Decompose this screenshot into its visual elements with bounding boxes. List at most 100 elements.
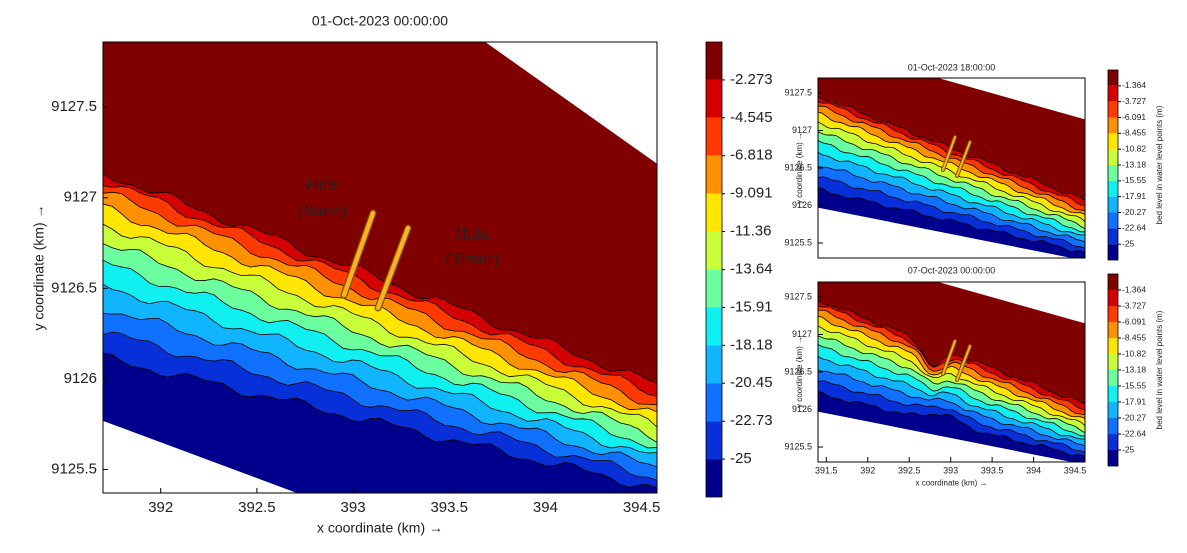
colorbar-tick-label: -25 xyxy=(730,450,752,467)
contour-line xyxy=(818,101,1085,207)
x-tick-label: 394.5 xyxy=(1064,465,1087,475)
contour-line xyxy=(818,105,1085,211)
y-tick-label: 9126.5 xyxy=(51,279,97,296)
colorbar-tick-label: -22.73 xyxy=(730,412,773,429)
contour-line xyxy=(818,140,1085,233)
groin xyxy=(341,210,376,298)
y-tick-label: 9126.5 xyxy=(784,162,812,172)
colorbar-box xyxy=(1108,434,1118,451)
colorbar-box xyxy=(1108,133,1118,150)
contour-band xyxy=(103,42,657,383)
contour-line xyxy=(818,315,1085,419)
x-tick-label: 392 xyxy=(860,465,875,475)
plot-area xyxy=(103,42,657,493)
domain-mask xyxy=(938,78,1085,120)
colorbar-box xyxy=(706,383,722,422)
groin xyxy=(956,345,971,381)
contour-line xyxy=(818,152,1085,236)
colorbar-tick-label: -3.727 xyxy=(1122,96,1146,106)
colorbar-box xyxy=(1108,418,1118,435)
annotation: Hilir xyxy=(306,175,338,194)
y-tick-label: 9127 xyxy=(792,125,812,135)
contour-line xyxy=(818,309,1085,415)
contour-line xyxy=(103,313,657,468)
contour-line xyxy=(103,352,657,488)
y-tick-label: 9127.5 xyxy=(51,98,97,115)
y-tick-label: 9125.5 xyxy=(784,237,812,247)
colorbar-box xyxy=(1108,196,1118,213)
colorbar-tick-label: -25 xyxy=(1122,238,1135,248)
x-tick-label: 393 xyxy=(341,499,366,516)
colorbar-box xyxy=(1108,322,1118,339)
colorbar-box xyxy=(1108,212,1118,229)
contour-line xyxy=(103,259,657,449)
colorbar-tick-label: -20.27 xyxy=(1122,207,1146,217)
colorbar-box xyxy=(1108,274,1118,291)
domain-mask xyxy=(938,282,1085,324)
colorbar-tick-label: -25 xyxy=(1122,444,1135,454)
colorbar-box xyxy=(706,42,722,80)
colorbar-box xyxy=(706,459,722,497)
contour-line xyxy=(818,111,1085,215)
x-tick-label: 393.5 xyxy=(430,499,468,516)
colorbar-tick-label: -20.45 xyxy=(730,374,773,391)
contour-line xyxy=(818,335,1085,434)
x-tick-label: 394.5 xyxy=(623,499,661,516)
colorbar-tick-label: -8.455 xyxy=(1122,332,1146,342)
groin xyxy=(375,225,411,311)
chart-title: 07-Oct-2023 00:00:00 xyxy=(908,265,996,275)
colorbar-tick-label: -10.82 xyxy=(1122,348,1146,358)
colorbar-tick-label: -6.818 xyxy=(730,147,773,164)
domain-mask xyxy=(103,420,297,493)
contour-line xyxy=(103,283,657,454)
contour-line xyxy=(103,223,657,428)
chart-title: 01-Oct-2023 00:00:00 xyxy=(312,13,448,29)
annotation: Hulu xyxy=(455,224,490,243)
x-axis-label: x coordinate (km) → xyxy=(915,479,987,488)
x-axis-label: x coordinate (km) → xyxy=(317,520,443,536)
colorbar-box xyxy=(1108,149,1118,165)
colorbar-box xyxy=(1108,85,1118,102)
contour-line xyxy=(818,131,1085,230)
colorbar-box xyxy=(1108,354,1118,370)
colorbar-box xyxy=(1108,165,1118,181)
colorbar-tick-label: -13.18 xyxy=(1122,159,1146,169)
contour-line xyxy=(103,331,657,481)
y-tick-label: 9126 xyxy=(792,200,812,210)
groin xyxy=(942,340,956,375)
y-tick-label: 9126 xyxy=(792,404,812,414)
colorbar-box xyxy=(1108,117,1118,134)
colorbar-tick-label: -10.82 xyxy=(1122,143,1146,153)
colorbar-tick-label: -15.91 xyxy=(730,298,773,315)
x-tick-label: 393.5 xyxy=(981,465,1004,475)
colorbar-tick-label: -15.55 xyxy=(1122,175,1146,185)
colorbar-box xyxy=(706,117,722,156)
colorbar-label: bed level in water level points (m) xyxy=(1155,310,1164,429)
colorbar-box xyxy=(1108,306,1118,323)
y-axis-label: y coordinate (km) → xyxy=(31,204,47,330)
colorbar-box xyxy=(1108,370,1118,387)
colorbar-tick-label: -1.364 xyxy=(1122,80,1146,90)
colorbar-tick-label: -2.273 xyxy=(730,71,773,88)
contour-line xyxy=(103,243,657,443)
colorbar-box xyxy=(706,193,722,232)
domain-mask xyxy=(485,42,657,164)
colorbar-tick-label: -4.545 xyxy=(730,109,773,126)
contour-band xyxy=(818,282,1085,404)
colorbar-box xyxy=(1108,450,1118,466)
x-tick-label: 393 xyxy=(943,465,958,475)
colorbar-box xyxy=(1108,70,1118,86)
y-tick-label: 9126 xyxy=(64,370,97,387)
contour-line xyxy=(818,380,1085,453)
domain-mask xyxy=(818,411,1072,462)
x-tick-label: 392.5 xyxy=(238,499,276,516)
domain-mask xyxy=(818,207,1072,258)
colorbar-tick-label: -13.18 xyxy=(1122,364,1146,374)
contour-line xyxy=(818,344,1085,437)
plot-area xyxy=(818,282,1085,462)
y-axis-label: y coordinate (km) → xyxy=(795,132,804,204)
contour-line xyxy=(103,185,657,397)
colorbar-tick-label: -1.364 xyxy=(1122,284,1146,294)
colorbar-tick-label: -8.455 xyxy=(1122,128,1146,138)
